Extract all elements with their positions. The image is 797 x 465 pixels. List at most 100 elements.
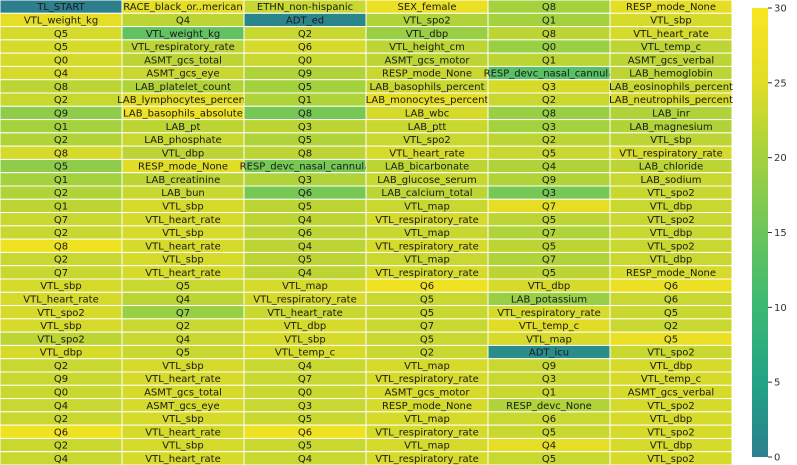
heatmap-cell-label: Q5 — [298, 202, 312, 213]
heatmap-cell-label: VTL_respiratory_rate — [375, 454, 479, 465]
heatmap-cell-label: Q6 — [664, 295, 678, 306]
heatmap-cell-label: Q5 — [54, 42, 68, 53]
heatmap-cell-label: Q6 — [420, 281, 434, 292]
heatmap-cell-label: Q7 — [54, 268, 68, 279]
heatmap-cell-label: Q8 — [54, 148, 68, 159]
heatmap-cell-label: VTL_temp_c — [519, 321, 579, 332]
heatmap-cell-label: Q3 — [542, 374, 556, 385]
heatmap-cell-label: VTL_respiratory_rate — [375, 241, 479, 252]
heatmap-cell-label: Q4 — [542, 441, 556, 452]
heatmap-cell-label: Q4 — [298, 241, 312, 252]
heatmap-cell-label: Q1 — [298, 95, 312, 106]
heatmap-cell-label: VTL_respiratory_rate — [375, 215, 479, 226]
heatmap-cell-label: Q5 — [176, 281, 190, 292]
heatmap-cell-label: VTL_heart_rate — [145, 241, 220, 252]
heatmap-cell-label: LAB_basophils_absolute — [123, 109, 243, 120]
heatmap-cell-label: VTL_sbp — [162, 255, 203, 266]
heatmap-cell-label: Q1 — [54, 202, 68, 213]
heatmap-cell-label: VTL_spo2 — [647, 427, 695, 438]
heatmap-cell-label: VTL_sbp — [162, 202, 203, 213]
heatmap-cell-label: Q1 — [542, 55, 556, 66]
heatmap-cell-label: VTL_heart_rate — [23, 295, 98, 306]
heatmap-cell-label: Q5 — [298, 135, 312, 146]
heatmap-cell-label: Q6 — [298, 228, 312, 239]
heatmap-cell-label: VTL_dbp — [284, 321, 327, 332]
heatmap-cell-label: Q1 — [542, 16, 556, 27]
heatmap-cell-label: LAB_monocytes_percent — [366, 95, 489, 106]
heatmap-cell-label: Q0 — [542, 42, 556, 53]
heatmap-cell-label: Q5 — [298, 441, 312, 452]
heatmap-cell-label: Q2 — [54, 361, 68, 372]
heatmap-cell-label: VTL_sbp — [650, 16, 691, 27]
heatmap-cell-label: VTL_spo2 — [647, 241, 695, 252]
heatmap-cell-label: Q4 — [176, 334, 190, 345]
heatmap-cell-label: VTL_height_cm — [389, 42, 465, 53]
heatmap-cell-label: VTL_heart_rate — [145, 374, 220, 385]
heatmap-cell-label: Q5 — [298, 82, 312, 93]
heatmap-cell-label: VTL_sbp — [284, 334, 325, 345]
heatmap-cell-label: Q4 — [176, 16, 190, 27]
heatmap-cell-label: VTL_respiratory_rate — [375, 427, 479, 438]
heatmap-cell-label: Q2 — [54, 414, 68, 425]
heatmap-cell-label: VTL_respiratory_rate — [131, 42, 235, 53]
heatmap-cell-label: Q4 — [176, 295, 190, 306]
heatmap-cell-label: Q4 — [298, 361, 312, 372]
heatmap-cell-label: VTL_dbp — [162, 148, 205, 159]
heatmap-cell-label: VTL_dbp — [650, 361, 693, 372]
heatmap-cell-label: Q5 — [542, 427, 556, 438]
heatmap-cell-label: Q6 — [298, 427, 312, 438]
heatmap-cell-label: ADT_ed — [286, 16, 324, 27]
colorbar-tick-label: 25 — [774, 78, 787, 89]
heatmap-cell-label: Q7 — [176, 308, 190, 319]
heatmap-cell-label: VTL_spo2 — [37, 334, 85, 345]
heatmap-cell-label: VTL_spo2 — [647, 215, 695, 226]
heatmap-cell-label: VTL_respiratory_rate — [253, 295, 357, 306]
heatmap-cell-label: Q2 — [176, 321, 190, 332]
heatmap-cell-label: Q5 — [420, 334, 434, 345]
heatmap-cell-label: VTL_sbp — [162, 441, 203, 452]
heatmap-cell-label: Q5 — [298, 255, 312, 266]
heatmap-cell-label: LAB_pt — [166, 122, 201, 133]
heatmap-cell-label: LAB_wbc — [405, 109, 450, 120]
heatmap-cell-label: RESP_devc_nasal_cannula — [484, 69, 615, 80]
heatmap-cell-label: VTL_map — [404, 441, 450, 452]
heatmap-cell-label: Q2 — [298, 29, 312, 40]
heatmap-cell-label: Q6 — [298, 188, 312, 199]
heatmap-cell-label: Q4 — [54, 69, 68, 80]
heatmap-cell-label: Q0 — [54, 55, 68, 66]
heatmap-cell-label: Q3 — [298, 175, 312, 186]
heatmap-cell-label: Q4 — [54, 454, 68, 465]
heatmap-cell-label: VTL_dbp — [650, 255, 693, 266]
heatmap-cell-label: ASMT_gcs_total — [144, 388, 222, 399]
heatmap-cell-label: VTL_temp_c — [641, 42, 701, 53]
heatmap-cell-label: Q5 — [54, 29, 68, 40]
heatmap-cell-label: Q2 — [54, 135, 68, 146]
heatmap-cell-label: VTL_map — [404, 414, 450, 425]
heatmap-cell-label: Q9 — [542, 361, 556, 372]
heatmap-cell-label: VTL_weight_kg — [146, 29, 220, 40]
colorbar-tick-label: 15 — [774, 228, 787, 239]
heatmap-cell-label: VTL_respiratory_rate — [497, 308, 601, 319]
heatmap-cell-label: Q5 — [542, 241, 556, 252]
heatmap-cell-label: VTL_sbp — [40, 321, 81, 332]
heatmap-cell-label: LAB_glucose_serum — [377, 175, 477, 186]
heatmap-cell-label: Q9 — [54, 374, 68, 385]
heatmap-cell-label: LAB_platelet_count — [135, 82, 231, 93]
heatmap-cell-label: VTL_dbp — [40, 348, 83, 359]
heatmap-cell-label: Q5 — [542, 268, 556, 279]
heatmap-cell-label: LAB_potassium — [511, 295, 587, 306]
heatmap-cell-label: LAB_sodium — [640, 175, 701, 186]
heatmap-cell-label: VTL_heart_rate — [267, 308, 342, 319]
heatmap-cell-label: Q9 — [298, 69, 312, 80]
heatmap-cell-label: VTL_dbp — [650, 228, 693, 239]
heatmap-cell-label: VTL_spo2 — [403, 16, 451, 27]
colorbar: 0 5 10 15 20 25 30 — [752, 4, 787, 464]
heatmap-cell-label: Q2 — [54, 255, 68, 266]
heatmap-cell-label: VTL_sbp — [650, 135, 691, 146]
heatmap-cell-label: Q1 — [54, 175, 68, 186]
colorbar-tick-label: 5 — [774, 378, 780, 389]
heatmap-cell-label: Q1 — [542, 388, 556, 399]
heatmap-cell-label: Q9 — [54, 109, 68, 120]
heatmap-cell-label: Q5 — [664, 308, 678, 319]
